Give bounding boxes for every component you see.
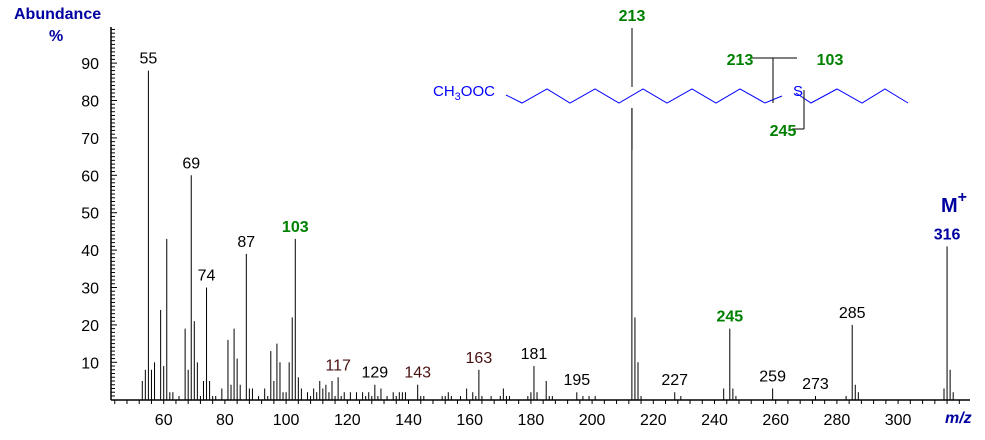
x-tick-label: 260 [762,412,789,429]
peak-label-117: 117 [325,357,351,374]
x-tick-label: 160 [456,412,483,429]
fragment-103: 103 [817,52,844,69]
x-tick-label: 100 [273,412,300,429]
fragment-213-top: 213 [619,8,646,25]
x-tick-label: 240 [701,412,728,429]
axes: 10 20 30 40 50 60 70 80 90 60 80 100 120 140 160 180 200… [81,27,970,429]
ester-group: CH3OOC [433,83,495,103]
molecular-ion-m: M [941,195,958,217]
y-axis-label: Abundance [14,6,101,23]
peak-label-259: 259 [759,368,786,385]
y-tick-label: 30 [81,281,99,298]
peak-label-163: 163 [466,350,493,367]
y-tick-label: 50 [81,206,99,223]
y-axis-unit: % [49,28,63,45]
fragment-245: 245 [770,123,797,140]
x-tick-label: 120 [334,412,361,429]
y-tick-label: 70 [81,131,99,148]
alkyl-chain-left [505,88,783,104]
peak-label-285: 285 [839,305,866,322]
peak-label-195: 195 [563,372,590,389]
sulfur-atom: S [793,83,803,100]
peaks [141,70,954,400]
x-axis-label: m/z [945,410,972,427]
alkyl-chain-right [795,88,909,104]
peak-label-74: 74 [198,268,216,285]
fragment-213-side: 213 [727,52,754,69]
x-tick-label: 300 [885,412,912,429]
x-tick-label: 60 [155,412,173,429]
x-tick-label: 140 [395,412,422,429]
peak-label-87: 87 [237,234,255,251]
x-tick-label: 280 [824,412,851,429]
molecular-ion-plus: + [958,189,967,206]
peak-label-245: 245 [716,309,743,326]
peak-label-69: 69 [182,155,200,172]
y-tick-label: 60 [81,168,99,185]
molecular-ion-label: M+ [941,189,967,217]
y-tick-label: 90 [81,56,99,73]
y-tick-label: 80 [81,94,99,111]
peak-labels: 55 69 74 87 103 117 129 143 163 181 195 227 245 259 27… [140,51,961,393]
x-tick-label: 200 [579,412,606,429]
x-tick-label: 80 [216,412,234,429]
y-tick-label: 40 [81,243,99,260]
peak-label-55: 55 [140,51,158,68]
peak-label-143: 143 [404,365,431,382]
peak-label-181: 181 [521,346,548,363]
peak-label-103: 103 [282,219,309,236]
y-tick-label: 20 [81,318,99,335]
x-tick-label: 220 [640,412,667,429]
peak-label-273: 273 [802,376,829,393]
peak-label-316: 316 [934,226,961,243]
peak-label-227: 227 [661,372,688,389]
peak-label-129: 129 [361,365,388,382]
chemical-structure: CH3OOC S 213 213 103 245 [433,8,909,150]
y-tick-label: 10 [81,355,99,372]
x-tick-label: 180 [518,412,545,429]
